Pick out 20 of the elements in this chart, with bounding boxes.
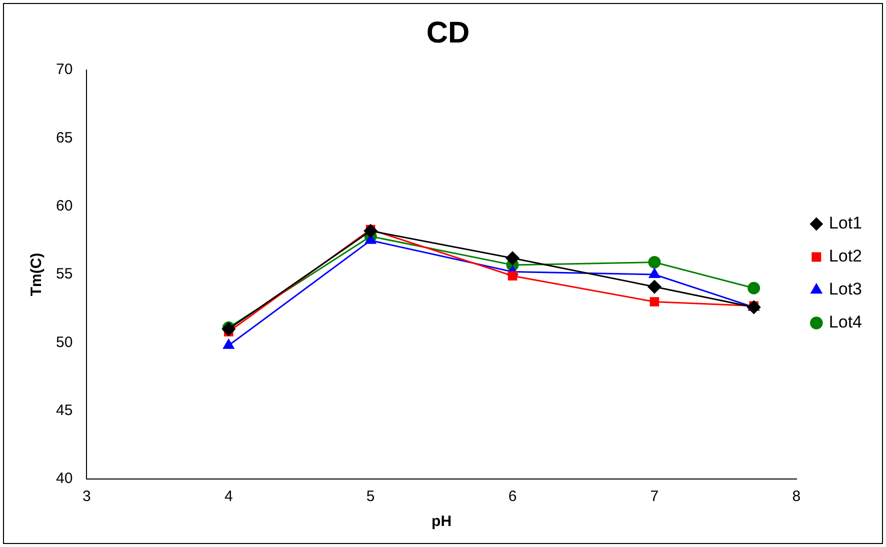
y-tick-label: 45 (56, 402, 73, 419)
y-tick-label: 50 (56, 334, 73, 351)
y-axis-title: Tm(C) (28, 252, 46, 296)
y-tick-label: 55 (56, 266, 73, 283)
y-tick-label: 65 (56, 129, 73, 146)
x-tick-label: 5 (366, 488, 375, 506)
y-tick-label: 40 (56, 470, 73, 488)
legend-label: Lot3 (828, 280, 862, 299)
x-tick-label: 8 (792, 488, 801, 506)
y-tick-label: 70 (56, 61, 73, 78)
x-tick-label: 4 (224, 488, 233, 506)
x-axis-title: pH (432, 513, 452, 530)
legend-label: Lot2 (828, 246, 862, 266)
x-tick-label: 7 (650, 488, 659, 506)
y-tick-label: 60 (56, 197, 73, 214)
legend-label: Lot1 (828, 214, 862, 233)
chart-title: CD (426, 16, 470, 50)
x-tick-label: 6 (508, 488, 517, 506)
legend-label: Lot4 (828, 312, 862, 332)
x-tick-label: 3 (82, 488, 91, 506)
